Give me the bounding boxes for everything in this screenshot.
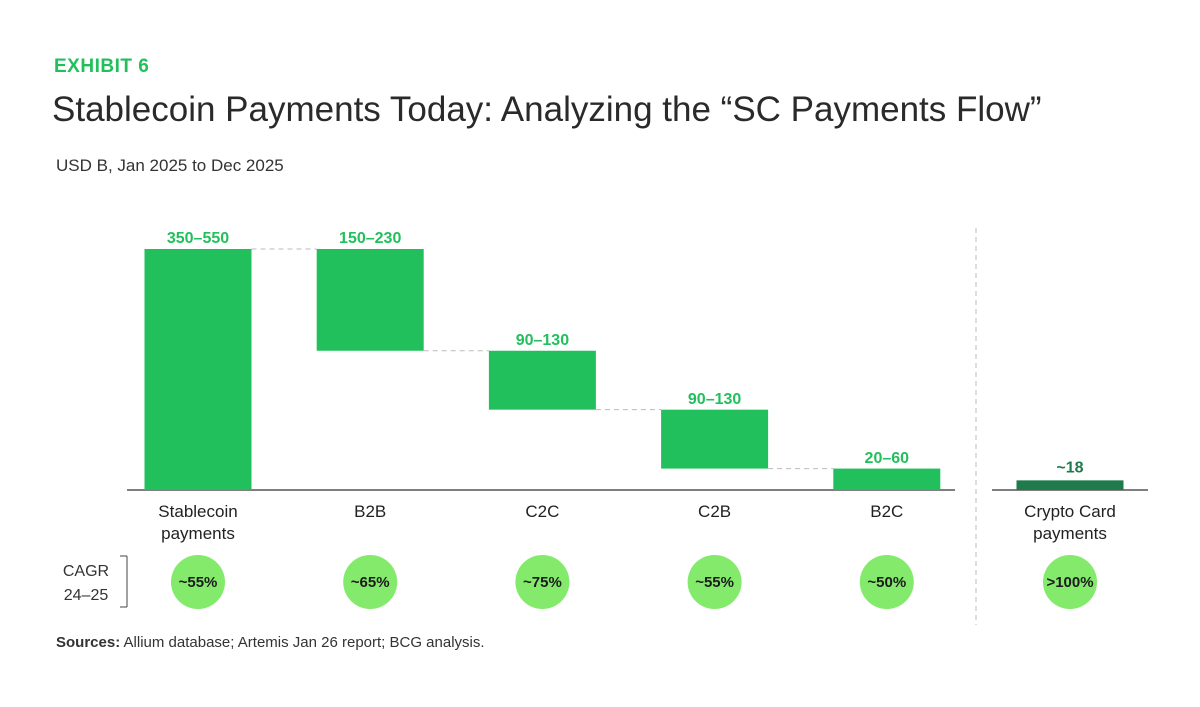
sources-text: Allium database; Artemis Jan 26 report; … xyxy=(123,634,485,651)
cagr-badge xyxy=(343,555,398,609)
x-tick-label: Crypto Card payments xyxy=(1024,502,1116,543)
value-label: ~18 xyxy=(1056,460,1083,477)
cagr-badge xyxy=(1043,555,1097,609)
value-label: 20–60 xyxy=(865,450,910,467)
cagr-label: ~75% xyxy=(523,574,562,591)
bar xyxy=(661,409,769,469)
bar xyxy=(144,249,252,490)
cagr-title-line: 24–25 xyxy=(63,587,109,604)
sources: Sources: Allium database; Artemis Jan 26… xyxy=(56,634,485,651)
cagr-label: ~55% xyxy=(179,574,218,591)
cagr-label: ~50% xyxy=(867,574,906,591)
cagr-badge xyxy=(515,555,570,609)
value-label: 150–230 xyxy=(339,230,401,247)
cagr-badge xyxy=(859,555,914,609)
cagr-badge xyxy=(171,555,225,609)
title: Stablecoin Payments Today: Analyzing the… xyxy=(52,90,1042,129)
x-tick-label: C2B xyxy=(698,502,732,521)
x-tick-label: B2B xyxy=(354,502,387,521)
bar xyxy=(1016,480,1124,490)
cagr-label: ~55% xyxy=(695,574,734,591)
value-label: 350–550 xyxy=(167,230,229,247)
cagr-label: ~65% xyxy=(351,574,390,591)
cagr-label: >100% xyxy=(1046,574,1093,591)
x-tick-label: Stablecoin payments xyxy=(158,502,238,543)
x-tick-label: C2C xyxy=(525,502,560,521)
subtitle: USD B, Jan 2025 to Dec 2025 xyxy=(56,156,284,175)
bar xyxy=(833,468,941,490)
cagr-title-line: CAGR xyxy=(62,563,110,580)
cagr-badge xyxy=(687,555,742,609)
value-label: 90–130 xyxy=(688,391,741,408)
bar xyxy=(488,350,596,410)
sources-label: Sources: xyxy=(56,634,121,651)
exhibit-label: EXHIBIT 6 xyxy=(54,56,150,77)
bar xyxy=(316,249,424,351)
value-label: 90–130 xyxy=(516,332,569,349)
x-tick-label: B2C xyxy=(870,502,904,521)
cagr-title: CAGR 24–25 xyxy=(56,560,116,608)
